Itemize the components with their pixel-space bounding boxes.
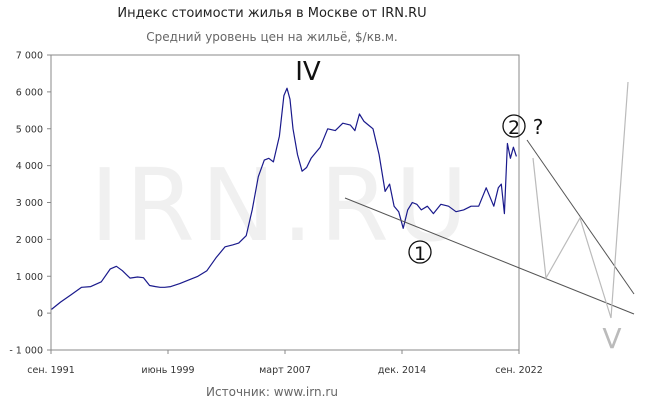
- wave-1-circle: [408, 240, 432, 264]
- y-tick-label: - 1 000: [9, 346, 43, 357]
- wave-question-mark: ?: [533, 115, 544, 139]
- source-note: Источник: www.irn.ru: [206, 385, 338, 399]
- wave-projection-path: [532, 81, 629, 319]
- wave-label-2: 2: [508, 117, 520, 139]
- y-tick-label: 5 000: [16, 124, 43, 135]
- x-tick-label: сен. 2022: [495, 365, 543, 376]
- y-tick-label: 6 000: [16, 87, 43, 98]
- x-tick-label: март 2007: [259, 365, 311, 376]
- axes-group: - 1 000 0 1 000 2 000 3 000 4 000 5 000 6 000 7 …: [9, 51, 542, 377]
- wave-label-1: 1: [414, 243, 426, 265]
- watermark: IRN.RU: [90, 147, 474, 264]
- wave-trendline-lower: [344, 197, 635, 315]
- chart-title: Индекс стоимости жилья в Москве от IRN.R…: [117, 6, 426, 21]
- x-tick-label: дек. 2014: [378, 365, 426, 376]
- y-tick-label: 1 000: [16, 272, 43, 283]
- x-tick-label: сен. 1991: [27, 365, 75, 376]
- annotation-layer: IV 1 2 ? V: [295, 57, 635, 355]
- series-layer: [51, 87, 517, 310]
- y-tick-label: 2 000: [16, 235, 43, 246]
- wave-label-iv: IV: [295, 57, 321, 87]
- price-index-line: [51, 87, 517, 310]
- wave-2-circle: [502, 114, 526, 138]
- y-tick-label: 4 000: [16, 161, 43, 172]
- y-tick-label: 7 000: [16, 51, 43, 62]
- y-tick-label: 3 000: [16, 198, 43, 209]
- y-tick-label: 0: [37, 309, 43, 320]
- wave-label-v: V: [602, 322, 621, 355]
- x-tick-label: июнь 1999: [141, 365, 194, 376]
- wave-trendline-upper: [526, 139, 635, 295]
- chart-subtitle: Средний уровень цен на жильё, $/кв.м.: [146, 30, 397, 44]
